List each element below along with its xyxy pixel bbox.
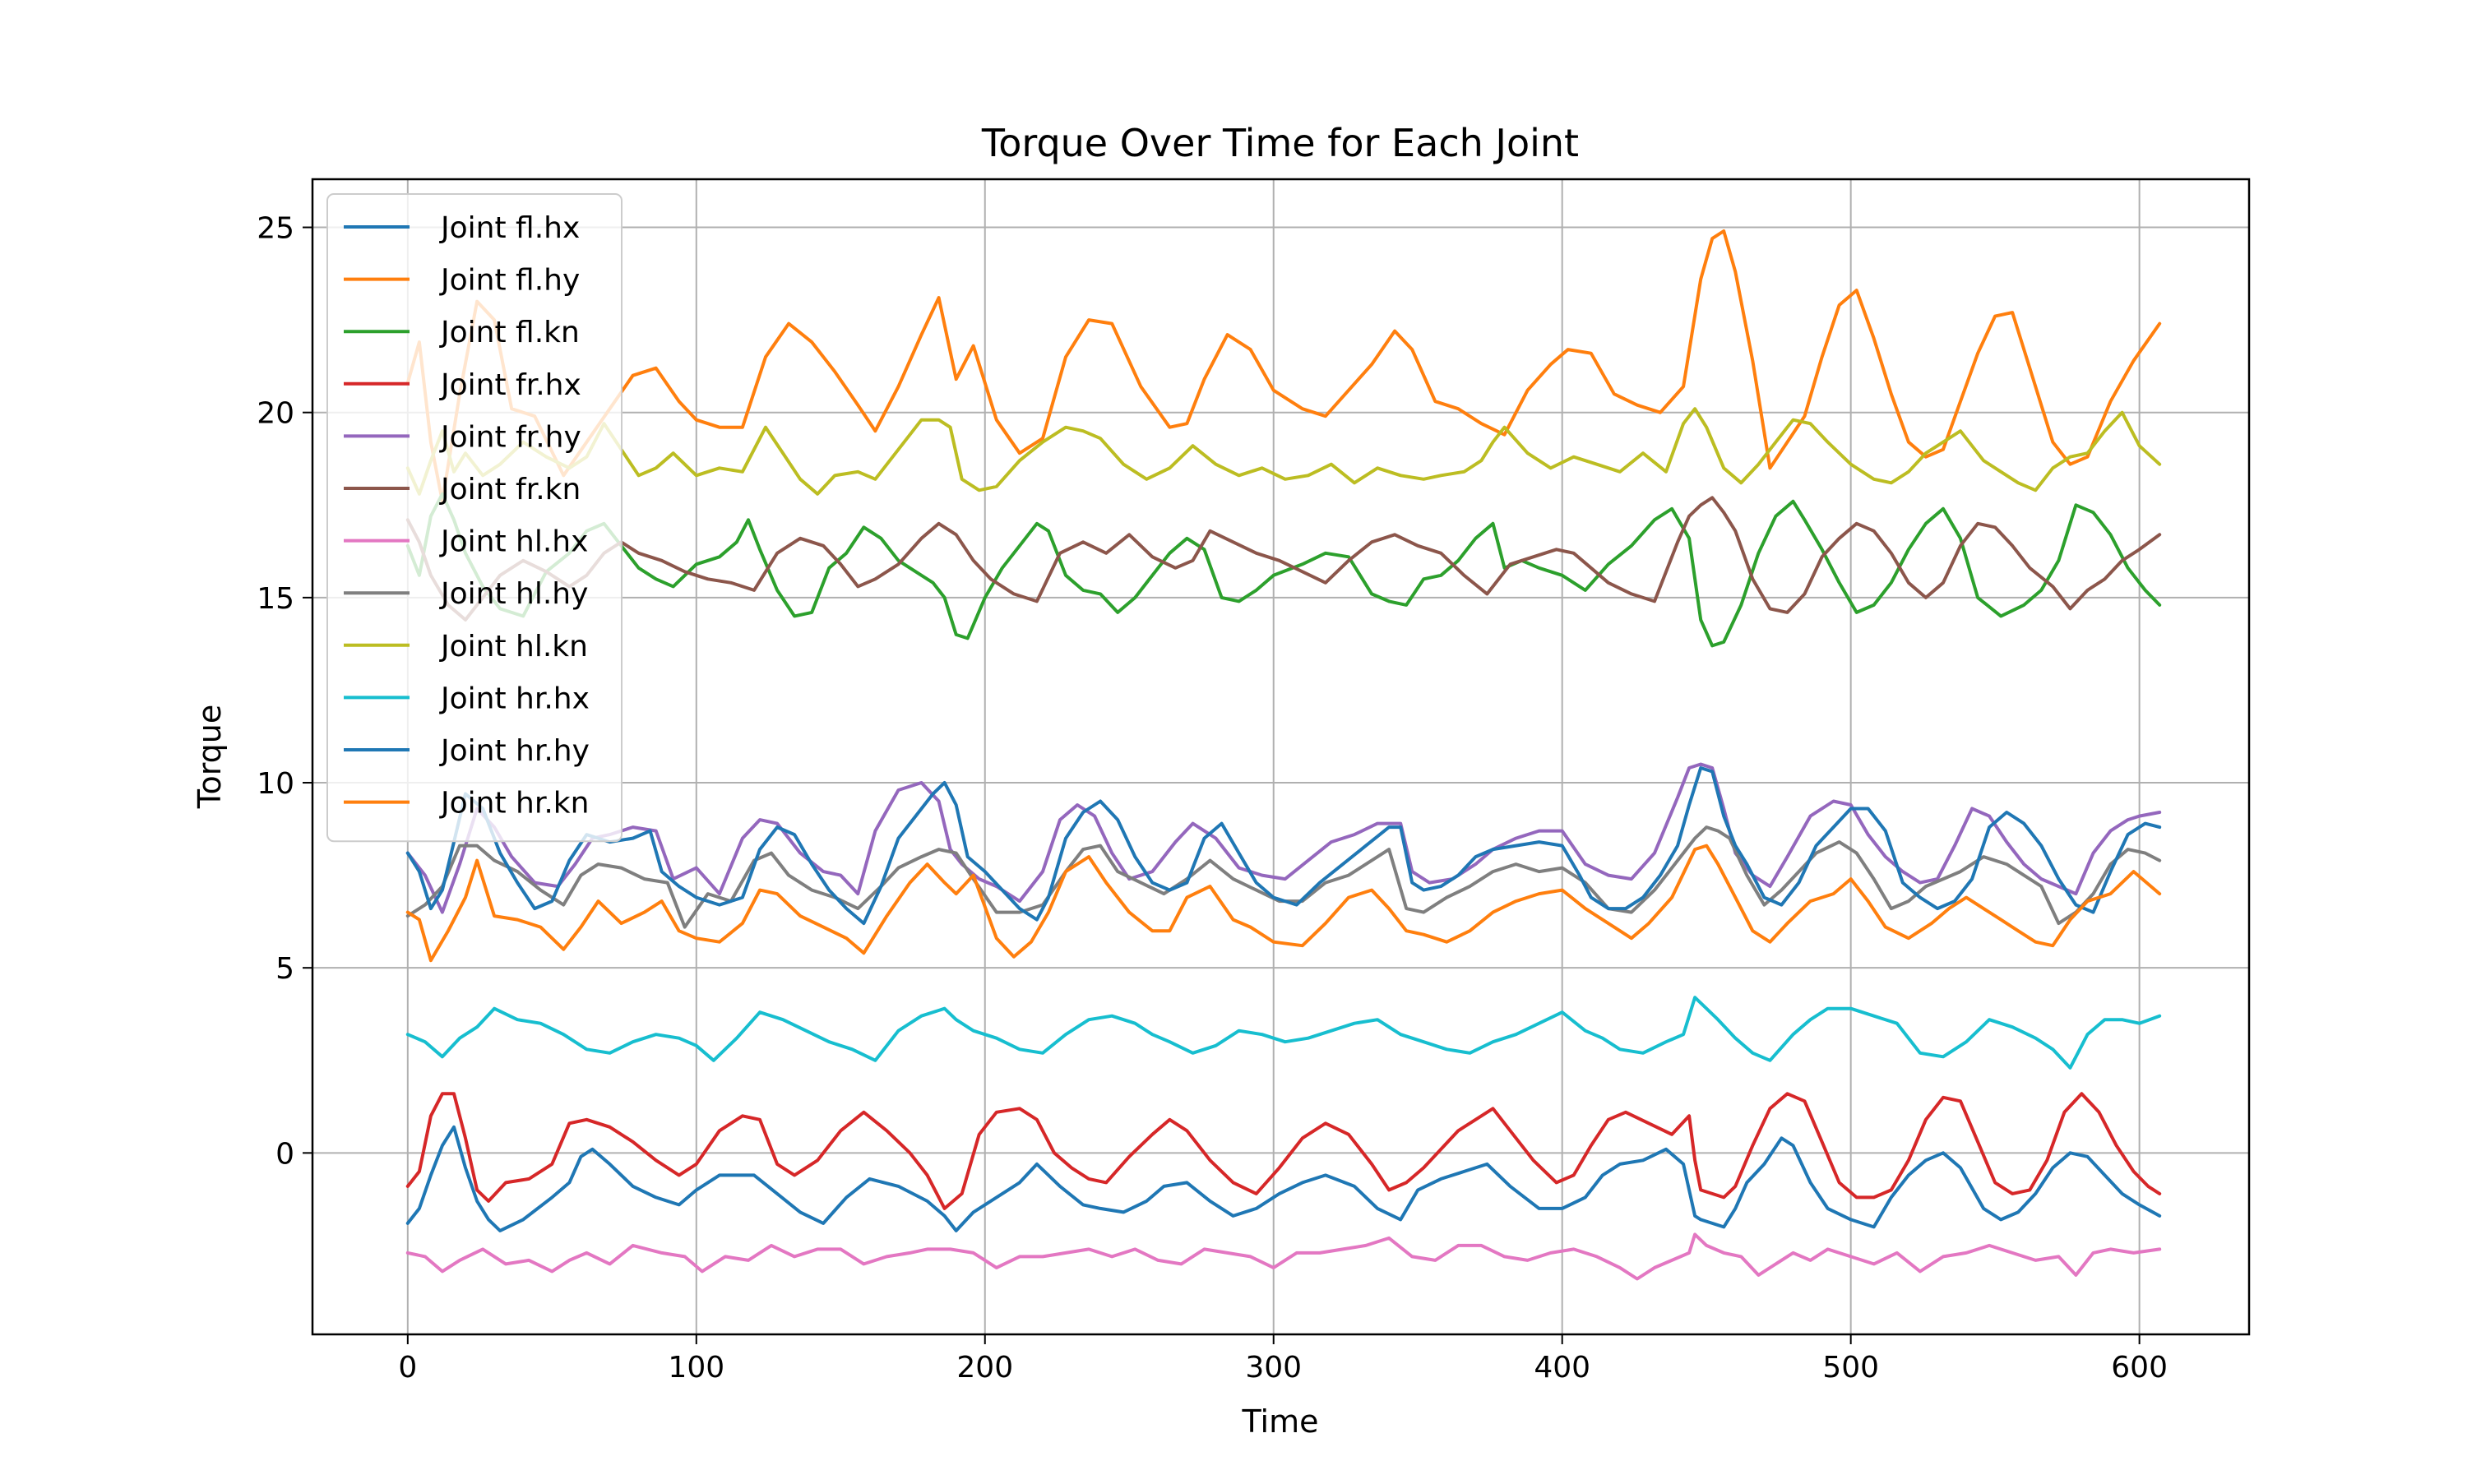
legend-box [326, 193, 623, 843]
x-tick-label: 400 [1534, 1351, 1590, 1385]
chart-title: Torque Over Time for Each Joint [981, 121, 1579, 165]
y-tick-label: 0 [275, 1137, 294, 1171]
legend-label: Joint hl.hy [439, 577, 588, 611]
x-tick-label: 200 [956, 1351, 1013, 1385]
y-axis-label: Torque [192, 705, 228, 810]
series-line-7 [405, 825, 2162, 929]
series-line-9 [405, 996, 2162, 1070]
series-line-3 [405, 1092, 2162, 1210]
legend-label: Joint hl.hx [439, 525, 588, 559]
y-tick-label: 20 [257, 397, 294, 431]
x-tick-label: 300 [1245, 1351, 1302, 1385]
plot-frame [311, 178, 2251, 1336]
legend-label: Joint fr.hx [439, 368, 581, 402]
x-axis-label: Time [1242, 1403, 1319, 1440]
axis-ticks: 0 100 200 300 400 500 600 0 5 10 15 20 25 [257, 212, 2168, 1385]
legend: Joint fl.hx Joint fl.hy Joint fl.kn Joint f… [326, 193, 623, 843]
series-line-5 [405, 496, 2162, 622]
y-tick-label: 10 [257, 767, 294, 801]
y-tick-label: 15 [257, 582, 294, 616]
y-tick-label: 5 [275, 952, 294, 986]
series-line-8 [405, 407, 2162, 496]
legend-label: Joint hr.hx [439, 682, 590, 715]
series-line-2 [405, 492, 2162, 648]
legend-label: Joint hl.kn [439, 630, 588, 663]
legend-label: Joint fl.hy [439, 264, 580, 298]
legend-label: Joint fr.hy [439, 420, 581, 454]
x-tick-label: 600 [2111, 1351, 2168, 1385]
x-tick-label: 0 [398, 1351, 417, 1385]
x-tick-label: 500 [1822, 1351, 1879, 1385]
series-line-10 [405, 766, 2162, 926]
x-tick-label: 100 [668, 1351, 724, 1385]
legend-label: Joint hr.kn [439, 787, 589, 821]
legend-label: Joint fr.kn [439, 473, 581, 506]
series-lines [405, 229, 2162, 1281]
legend-label: Joint fl.kn [439, 316, 580, 349]
y-tick-label: 25 [257, 212, 294, 246]
series-line-0 [405, 1125, 2162, 1232]
series-line-11 [405, 844, 2162, 963]
series-line-1 [405, 229, 2162, 503]
legend-label: Joint hr.hy [439, 734, 590, 768]
series-line-6 [405, 1232, 2162, 1281]
legend-label: Joint fl.hx [439, 211, 580, 245]
